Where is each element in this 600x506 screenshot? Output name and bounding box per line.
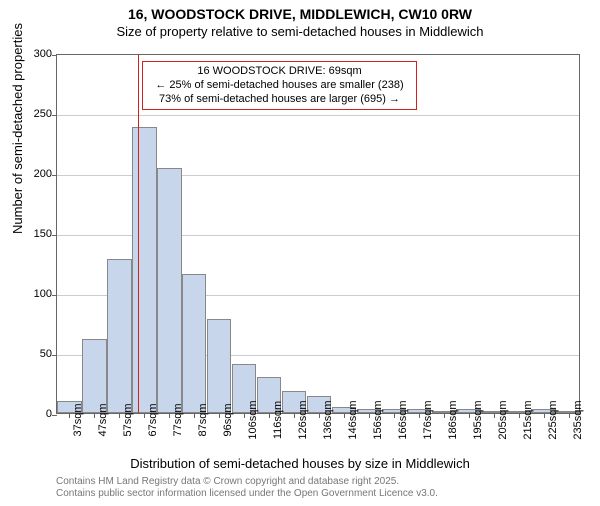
x-tick-label: 166sqm [397, 400, 409, 439]
histogram-bar [132, 127, 156, 413]
x-tick-label: 156sqm [372, 400, 384, 439]
x-tick [394, 413, 395, 418]
y-tick-label: 0 [22, 408, 52, 420]
x-tick-label: 116sqm [272, 401, 284, 439]
x-tick [444, 413, 445, 418]
x-tick [319, 413, 320, 418]
x-tick [244, 413, 245, 418]
histogram-bar [157, 168, 181, 413]
x-tick [269, 413, 270, 418]
x-tick-label: 195sqm [472, 400, 484, 439]
x-tick-label: 136sqm [322, 400, 334, 439]
x-tick [569, 413, 570, 418]
y-tick [52, 415, 57, 416]
x-tick-label: 205sqm [497, 400, 509, 439]
attribution-line: Contains HM Land Registry data © Crown c… [56, 476, 438, 488]
x-tick-label: 215sqm [522, 400, 534, 439]
x-tick [144, 413, 145, 418]
x-axis-label: Distribution of semi-detached houses by … [0, 456, 600, 471]
property-marker-line [138, 55, 139, 413]
y-tick-label: 250 [22, 108, 52, 120]
x-tick [294, 413, 295, 418]
y-tick-label: 200 [22, 168, 52, 180]
title-sub: Size of property relative to semi-detach… [0, 24, 600, 39]
annotation-line: 73% of semi-detached houses are larger (… [149, 93, 410, 107]
x-tick-label: 106sqm [247, 400, 259, 439]
histogram-bar [207, 319, 231, 413]
x-tick-label: 77sqm [172, 403, 184, 436]
histogram-plot: 16 WOODSTOCK DRIVE: 69sqm← 25% of semi-d… [56, 54, 580, 414]
y-tick-label: 300 [22, 48, 52, 60]
x-tick [344, 413, 345, 418]
x-tick [219, 413, 220, 418]
histogram-bar [182, 274, 206, 413]
x-tick [194, 413, 195, 418]
attribution-text: Contains HM Land Registry data © Crown c… [56, 476, 438, 500]
histogram-bar [107, 259, 131, 413]
x-tick-label: 96sqm [222, 403, 234, 436]
x-tick-label: 47sqm [97, 403, 109, 436]
x-tick [94, 413, 95, 418]
x-tick [369, 413, 370, 418]
x-tick-label: 37sqm [72, 403, 84, 436]
x-tick-label: 176sqm [422, 400, 434, 439]
gridline-h [57, 115, 579, 116]
title-main: 16, WOODSTOCK DRIVE, MIDDLEWICH, CW10 0R… [0, 6, 600, 22]
x-tick-label: 225sqm [547, 400, 559, 439]
histogram-bar [82, 339, 106, 413]
x-tick-label: 186sqm [447, 400, 459, 439]
y-tick-label: 150 [22, 228, 52, 240]
y-tick [52, 115, 57, 116]
x-tick [69, 413, 70, 418]
y-tick [52, 55, 57, 56]
x-tick-label: 87sqm [197, 403, 209, 436]
x-tick [494, 413, 495, 418]
annotation-line: ← 25% of semi-detached houses are smalle… [149, 79, 410, 93]
property-annotation: 16 WOODSTOCK DRIVE: 69sqm← 25% of semi-d… [142, 61, 417, 110]
attribution-line: Contains public sector information licen… [56, 488, 438, 500]
annotation-line: 16 WOODSTOCK DRIVE: 69sqm [149, 65, 410, 79]
x-tick-label: 57sqm [122, 403, 134, 436]
x-tick [169, 413, 170, 418]
x-tick [469, 413, 470, 418]
y-tick [52, 175, 57, 176]
x-tick [119, 413, 120, 418]
y-tick-label: 100 [22, 288, 52, 300]
y-tick [52, 235, 57, 236]
x-tick [519, 413, 520, 418]
x-tick-label: 235sqm [572, 400, 584, 439]
y-tick [52, 355, 57, 356]
x-tick-label: 126sqm [297, 400, 309, 439]
x-tick [419, 413, 420, 418]
x-tick [544, 413, 545, 418]
y-tick [52, 295, 57, 296]
x-tick-label: 67sqm [147, 403, 159, 436]
x-tick-label: 146sqm [347, 400, 359, 439]
y-tick-label: 50 [22, 348, 52, 360]
